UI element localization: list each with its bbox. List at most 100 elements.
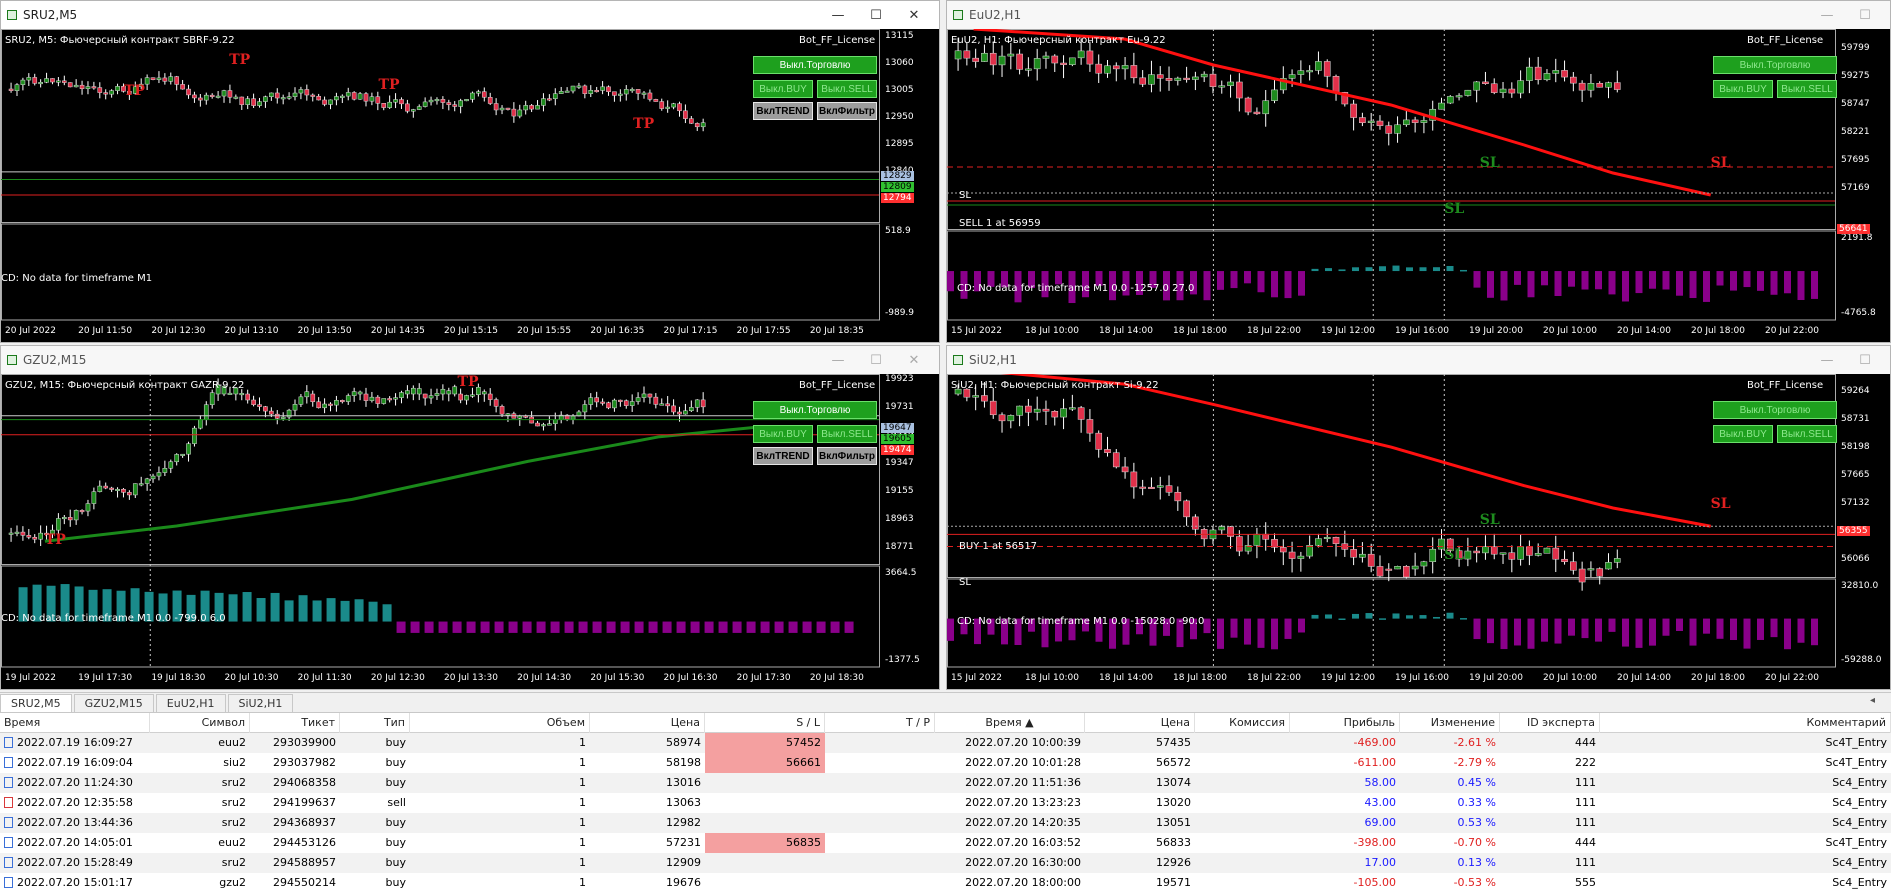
window-titlebar[interactable]: SiU2,H1 — ☐ [947, 346, 1890, 374]
tab-sru2[interactable]: SRU2,M5 [0, 694, 72, 712]
bear-candle [1455, 550, 1463, 560]
table-row[interactable]: 2022.07.20 13:44:36 sru2 294368937 buy 1 1298… [0, 813, 1891, 833]
trend-toggle-button[interactable]: ВклTREND [753, 102, 813, 120]
buy-toggle-button[interactable]: Выкл.BUY [753, 425, 813, 443]
trade-toggle-button[interactable]: Выкл.Торговлю [753, 56, 877, 74]
price-chart[interactable]: EuU2, H1: Фьючерсный контракт Eu-9.22 Bo… [947, 29, 1890, 342]
column-header[interactable]: ID эксперта [1500, 713, 1600, 733]
cell-time: 2022.07.20 15:01:17 [0, 873, 150, 893]
maximize-icon[interactable]: ☐ [870, 352, 882, 368]
column-header[interactable]: Прибыль [1290, 713, 1400, 733]
trade-toggle-button[interactable]: Выкл.Торговлю [1713, 401, 1837, 419]
column-header[interactable]: Символ [150, 713, 250, 733]
buy-toggle-button[interactable]: Выкл.BUY [753, 80, 813, 98]
chart-window-siu2[interactable]: SiU2,H1 — ☐ SiU2, H1: Фьючерсный контрак… [946, 345, 1891, 690]
filter-toggle-button[interactable]: ВклФильтр [817, 447, 877, 465]
price-chart[interactable]: GZU2, M15: Фьючерсный контракт GAZR-9.22… [1, 374, 939, 689]
histogram-bar [1649, 618, 1656, 646]
buy-toggle-button[interactable]: Выкл.BUY [1713, 80, 1773, 98]
histogram-bar [1028, 618, 1035, 632]
minimize-icon[interactable]: — [831, 7, 845, 23]
price-chart[interactable]: SiU2, H1: Фьючерсный контракт Si-9.22 Bo… [947, 374, 1890, 689]
bull-candle [618, 93, 623, 96]
table-row[interactable]: 2022.07.20 14:05:01 euu2 294453126 buy 1 5723… [0, 833, 1891, 853]
minimize-icon[interactable]: — [1820, 7, 1834, 23]
buy-toggle-button[interactable]: Выкл.BUY [1713, 425, 1773, 443]
maximize-icon[interactable]: ☐ [1859, 7, 1871, 23]
tab-siu2[interactable]: SiU2,H1 [227, 694, 294, 712]
bull-candle [26, 77, 32, 81]
window-titlebar[interactable]: SRU2,M5 — ☐ ✕ [1, 1, 939, 29]
histogram-bar [1311, 614, 1319, 619]
sell-toggle-button[interactable]: Выкл.SELL [817, 425, 877, 443]
tab-gzu2[interactable]: GZU2,M15 [73, 694, 154, 712]
minimize-icon[interactable]: — [831, 352, 845, 368]
close-icon[interactable]: ✕ [908, 352, 920, 368]
column-header[interactable]: Комиссия [1195, 713, 1290, 733]
tabs-scroll-left-icon[interactable]: ◂ [1869, 695, 1875, 706]
x-axis-tick: 20 Jul 10:00 [1543, 326, 1597, 336]
histogram-bar [1325, 268, 1332, 272]
chart-window-gzu2[interactable]: GZU2,M15 — ☐ ✕ GZU2, M15: Фьючерсный кон… [0, 345, 940, 690]
column-header[interactable]: T / P [825, 713, 935, 733]
bull-candle [1526, 66, 1533, 81]
bear-candle [635, 89, 641, 94]
x-axis-tick: 20 Jul 13:50 [297, 326, 352, 336]
chart-window-sru2[interactable]: SRU2,M5 — ☐ ✕ SRU2, M5: Фьючерсный контр… [0, 0, 940, 343]
column-header[interactable]: Комментарий [1600, 713, 1891, 733]
column-header[interactable]: Цена [590, 713, 705, 733]
histogram-bar [1014, 618, 1022, 646]
window-titlebar[interactable]: GZU2,M15 — ☐ ✕ [1, 346, 939, 374]
bear-candle [683, 110, 688, 119]
sell-toggle-button[interactable]: Выкл.SELL [1777, 425, 1837, 443]
histogram-bar [1662, 618, 1670, 636]
column-header[interactable]: Объем [410, 713, 590, 733]
close-icon[interactable]: ✕ [908, 7, 920, 23]
trade-toggle-button[interactable]: Выкл.Торговлю [1713, 56, 1837, 74]
table-row[interactable]: 2022.07.20 15:28:49 sru2 294588957 buy 1 1290… [0, 853, 1891, 873]
main-pane-border [1, 374, 880, 565]
histogram-bar [1028, 271, 1035, 289]
histogram-bar [1163, 618, 1170, 636]
x-axis-tick: 20 Jul 18:35 [809, 326, 864, 336]
table-row[interactable]: 2022.07.20 12:35:58 sru2 294199637 sell 1 130… [0, 793, 1891, 813]
bear-candle [310, 94, 316, 97]
trade-toggle-button[interactable]: Выкл.Торговлю [753, 401, 877, 419]
column-header[interactable]: Цена [1085, 713, 1195, 733]
cell-sl [705, 853, 825, 873]
cell-text: 2022.07.19 16:09:04 [17, 756, 133, 769]
sell-toggle-button[interactable]: Выкл.SELL [817, 80, 877, 98]
column-header[interactable]: Время ▲ [935, 713, 1085, 733]
minimize-icon[interactable]: — [1820, 352, 1834, 368]
table-row[interactable]: 2022.07.20 15:01:17 gzu2 294550214 buy 1 1967… [0, 873, 1891, 893]
cell-text: 2022.07.19 16:09:27 [17, 736, 133, 749]
histogram-bar [578, 621, 588, 633]
tab-euu2[interactable]: EuU2,H1 [155, 694, 226, 712]
bull-candle [641, 92, 647, 95]
price-chart[interactable]: SRU2, M5: Фьючерсный контракт SBRF-9.22 … [1, 29, 939, 342]
table-row[interactable]: 2022.07.19 16:09:27 euu2 293039900 buy 1 5897… [0, 733, 1891, 753]
column-header[interactable]: S / L [705, 713, 825, 733]
sell-toggle-button[interactable]: Выкл.SELL [1777, 80, 1837, 98]
y-axis-tick: 18771 [885, 542, 914, 552]
column-header[interactable]: Тикет [250, 713, 340, 733]
chart-window-euu2[interactable]: EuU2,H1 — ☐ EuU2, H1: Фьючерсный контрак… [946, 0, 1891, 343]
trend-toggle-button[interactable]: ВклTREND [753, 447, 813, 465]
table-row[interactable]: 2022.07.20 11:24:30 sru2 294068358 buy 1 1301… [0, 773, 1891, 793]
table-row[interactable]: 2022.07.19 16:09:04 siu2 293037982 buy 1 5819… [0, 753, 1891, 773]
maximize-icon[interactable]: ☐ [870, 7, 882, 23]
bear-candle [1332, 76, 1340, 93]
bull-candle [322, 403, 327, 409]
maximize-icon[interactable]: ☐ [1859, 352, 1871, 368]
cell-change: 0.13 % [1457, 856, 1496, 869]
column-header[interactable]: Время [0, 713, 150, 733]
bull-candle [1613, 558, 1621, 563]
bull-candle [8, 532, 14, 535]
cell-price2: 57435 [1156, 736, 1191, 749]
filter-toggle-button[interactable]: ВклФильтр [817, 102, 877, 120]
column-header[interactable]: Изменение [1400, 713, 1500, 733]
histogram-bar [1419, 267, 1427, 272]
column-header[interactable]: Тип [340, 713, 410, 733]
window-titlebar[interactable]: EuU2,H1 — ☐ [947, 1, 1890, 29]
histogram-bar [1325, 614, 1332, 619]
